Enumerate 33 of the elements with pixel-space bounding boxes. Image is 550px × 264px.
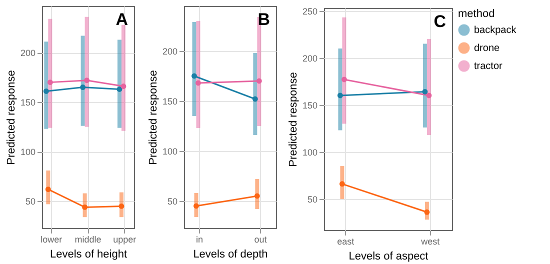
y-tick-label: 200 [302,53,318,64]
x-tick-label: west [420,236,440,246]
y-tick-label: 150 [302,100,318,110]
x-axis-title: Levels of depth [193,248,268,260]
x-tick-label: lower [40,234,62,244]
annotation: B [258,10,270,29]
x-tick-label: in [196,234,204,244]
x-tick-label: upper [113,234,136,244]
y-tick-label: 50 [167,196,178,206]
legend-label: backpack [474,25,518,36]
legend-title: method [458,8,495,20]
y-axis-title: Predicted response [287,72,300,167]
x-tick-label: east [337,236,355,246]
y-tick-label: 200 [20,48,36,58]
x-tick-label: middle [74,234,102,244]
y-tick-label: 150 [162,96,178,106]
y-tick-label: 100 [302,147,318,158]
annotation: C [434,12,446,31]
legend-label: tractor [474,61,504,72]
y-axis-title: Predicted response [147,70,160,165]
y-axis-title: Predicted response [5,70,18,165]
x-axis-title: Levels of aspect [348,250,428,262]
y-tick-label: 100 [20,147,36,158]
y-tick-label: 250 [302,6,318,16]
x-tick-label: out [254,234,268,244]
x-axis-title: Levels of height [50,248,128,260]
y-tick-label: 150 [20,98,36,108]
y-tick-label: 50 [307,194,318,204]
annotation: A [116,10,128,29]
y-tick-label: 200 [162,46,178,56]
y-tick-label: 50 [25,196,36,207]
legend-label: drone [474,43,500,54]
y-tick-label: 100 [162,146,178,156]
